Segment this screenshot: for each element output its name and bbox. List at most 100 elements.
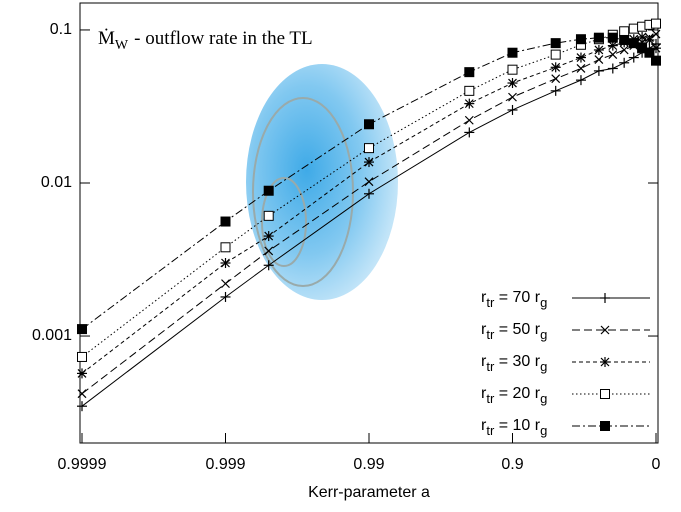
- marker-square: [550, 38, 561, 49]
- marker-square: [619, 34, 630, 45]
- marker: [464, 115, 474, 125]
- marker: [364, 157, 374, 168]
- marker-stroke: [464, 99, 474, 109]
- x-tick-label: 0.9: [501, 456, 523, 473]
- marker-square: [575, 34, 586, 45]
- legend-label: rtr = 30 rg: [481, 353, 547, 374]
- marker-stroke: [77, 368, 87, 378]
- marker-stroke: [221, 279, 230, 289]
- marker: [220, 258, 231, 269]
- marker-square: [263, 210, 274, 221]
- marker-square: [77, 351, 87, 362]
- marker: [607, 32, 618, 43]
- marker: [364, 177, 374, 187]
- marker-stroke: [464, 115, 474, 125]
- marker-stroke: [608, 50, 618, 60]
- marker: [550, 38, 561, 49]
- marker: [607, 63, 618, 74]
- legend-label-part: r: [481, 321, 487, 338]
- legend-label-part: = 10 r: [494, 417, 540, 434]
- marker-stroke: [551, 74, 561, 84]
- legend-label-part: = 70 r: [494, 289, 540, 306]
- legend-label-part: tr: [486, 327, 495, 342]
- legend-label-part: r: [481, 289, 487, 306]
- annotation-text: - outflow rate in the TL: [134, 28, 313, 49]
- marker-stroke: [221, 258, 230, 268]
- marker: [220, 216, 231, 227]
- legend-label-part: g: [540, 295, 547, 310]
- marker-square: [550, 49, 561, 60]
- marker-stroke: [508, 78, 517, 88]
- marker-stroke: [608, 41, 618, 51]
- marker: [77, 401, 87, 412]
- x-tick-label: 0.99: [353, 456, 384, 473]
- marker: [619, 45, 629, 55]
- marker-stroke: [576, 64, 586, 73]
- marker-square: [464, 85, 475, 96]
- marker: [220, 242, 231, 253]
- marker: [644, 47, 655, 58]
- marker-square: [220, 242, 231, 253]
- annotation-subscript: W: [115, 38, 129, 53]
- marker: [263, 210, 274, 221]
- marker-square: [364, 119, 374, 130]
- marker: [619, 57, 630, 68]
- marker: [619, 34, 630, 45]
- marker-square: [364, 143, 374, 154]
- marker: [637, 42, 648, 53]
- marker-stroke: [264, 231, 274, 241]
- marker-stroke: [600, 325, 610, 335]
- marker: [600, 421, 610, 431]
- legend-label: rtr = 10 rg: [481, 417, 547, 438]
- marker: [77, 389, 87, 399]
- marker: [364, 188, 374, 199]
- legend-label-part: = 20 r: [494, 385, 540, 402]
- legend-label-part: g: [540, 423, 547, 438]
- marker: [464, 127, 475, 138]
- marker: [651, 55, 661, 66]
- legend-label-part: g: [540, 391, 547, 406]
- legend-label-part: = 50 r: [494, 321, 540, 338]
- marker-square: [637, 42, 648, 53]
- marker: [619, 26, 630, 37]
- marker: [600, 389, 610, 399]
- marker: [77, 351, 87, 362]
- marker: [651, 18, 661, 29]
- marker: [607, 40, 618, 51]
- marker-square: [644, 47, 655, 58]
- marker: [263, 185, 274, 196]
- x-tick-label: 0.999: [205, 456, 245, 473]
- marker-square: [607, 32, 618, 43]
- marker-square: [600, 389, 610, 399]
- marker-square: [600, 421, 610, 431]
- marker: [593, 44, 604, 55]
- marker: [551, 74, 561, 84]
- legend-label-part: r: [481, 385, 487, 402]
- y-tick-label: 0.001: [32, 327, 72, 344]
- marker-square: [651, 18, 661, 29]
- marker: [593, 65, 604, 76]
- legend-label-part: = 30 r: [494, 353, 540, 370]
- marker-stroke: [594, 55, 604, 65]
- marker: [628, 38, 639, 49]
- confidence-region: [246, 64, 398, 300]
- marker: [628, 23, 639, 34]
- marker: [464, 85, 475, 96]
- series-line: [81, 36, 657, 374]
- marker: [628, 52, 639, 63]
- marker-stroke: [77, 389, 87, 399]
- marker-stroke: [264, 246, 274, 256]
- marker-square: [628, 23, 639, 34]
- marker: [550, 62, 561, 73]
- marker-stroke: [364, 177, 374, 187]
- marker: [263, 260, 274, 271]
- y-tick-label: 0.01: [41, 174, 72, 191]
- marker: [593, 32, 604, 43]
- marker-square: [464, 67, 475, 78]
- x-axis-label: Kerr-parameter a: [308, 484, 430, 501]
- marker: [507, 64, 518, 75]
- legend-label-part: g: [540, 327, 547, 342]
- marker: [575, 52, 586, 63]
- marker: [508, 92, 517, 102]
- marker-stroke: [551, 62, 561, 72]
